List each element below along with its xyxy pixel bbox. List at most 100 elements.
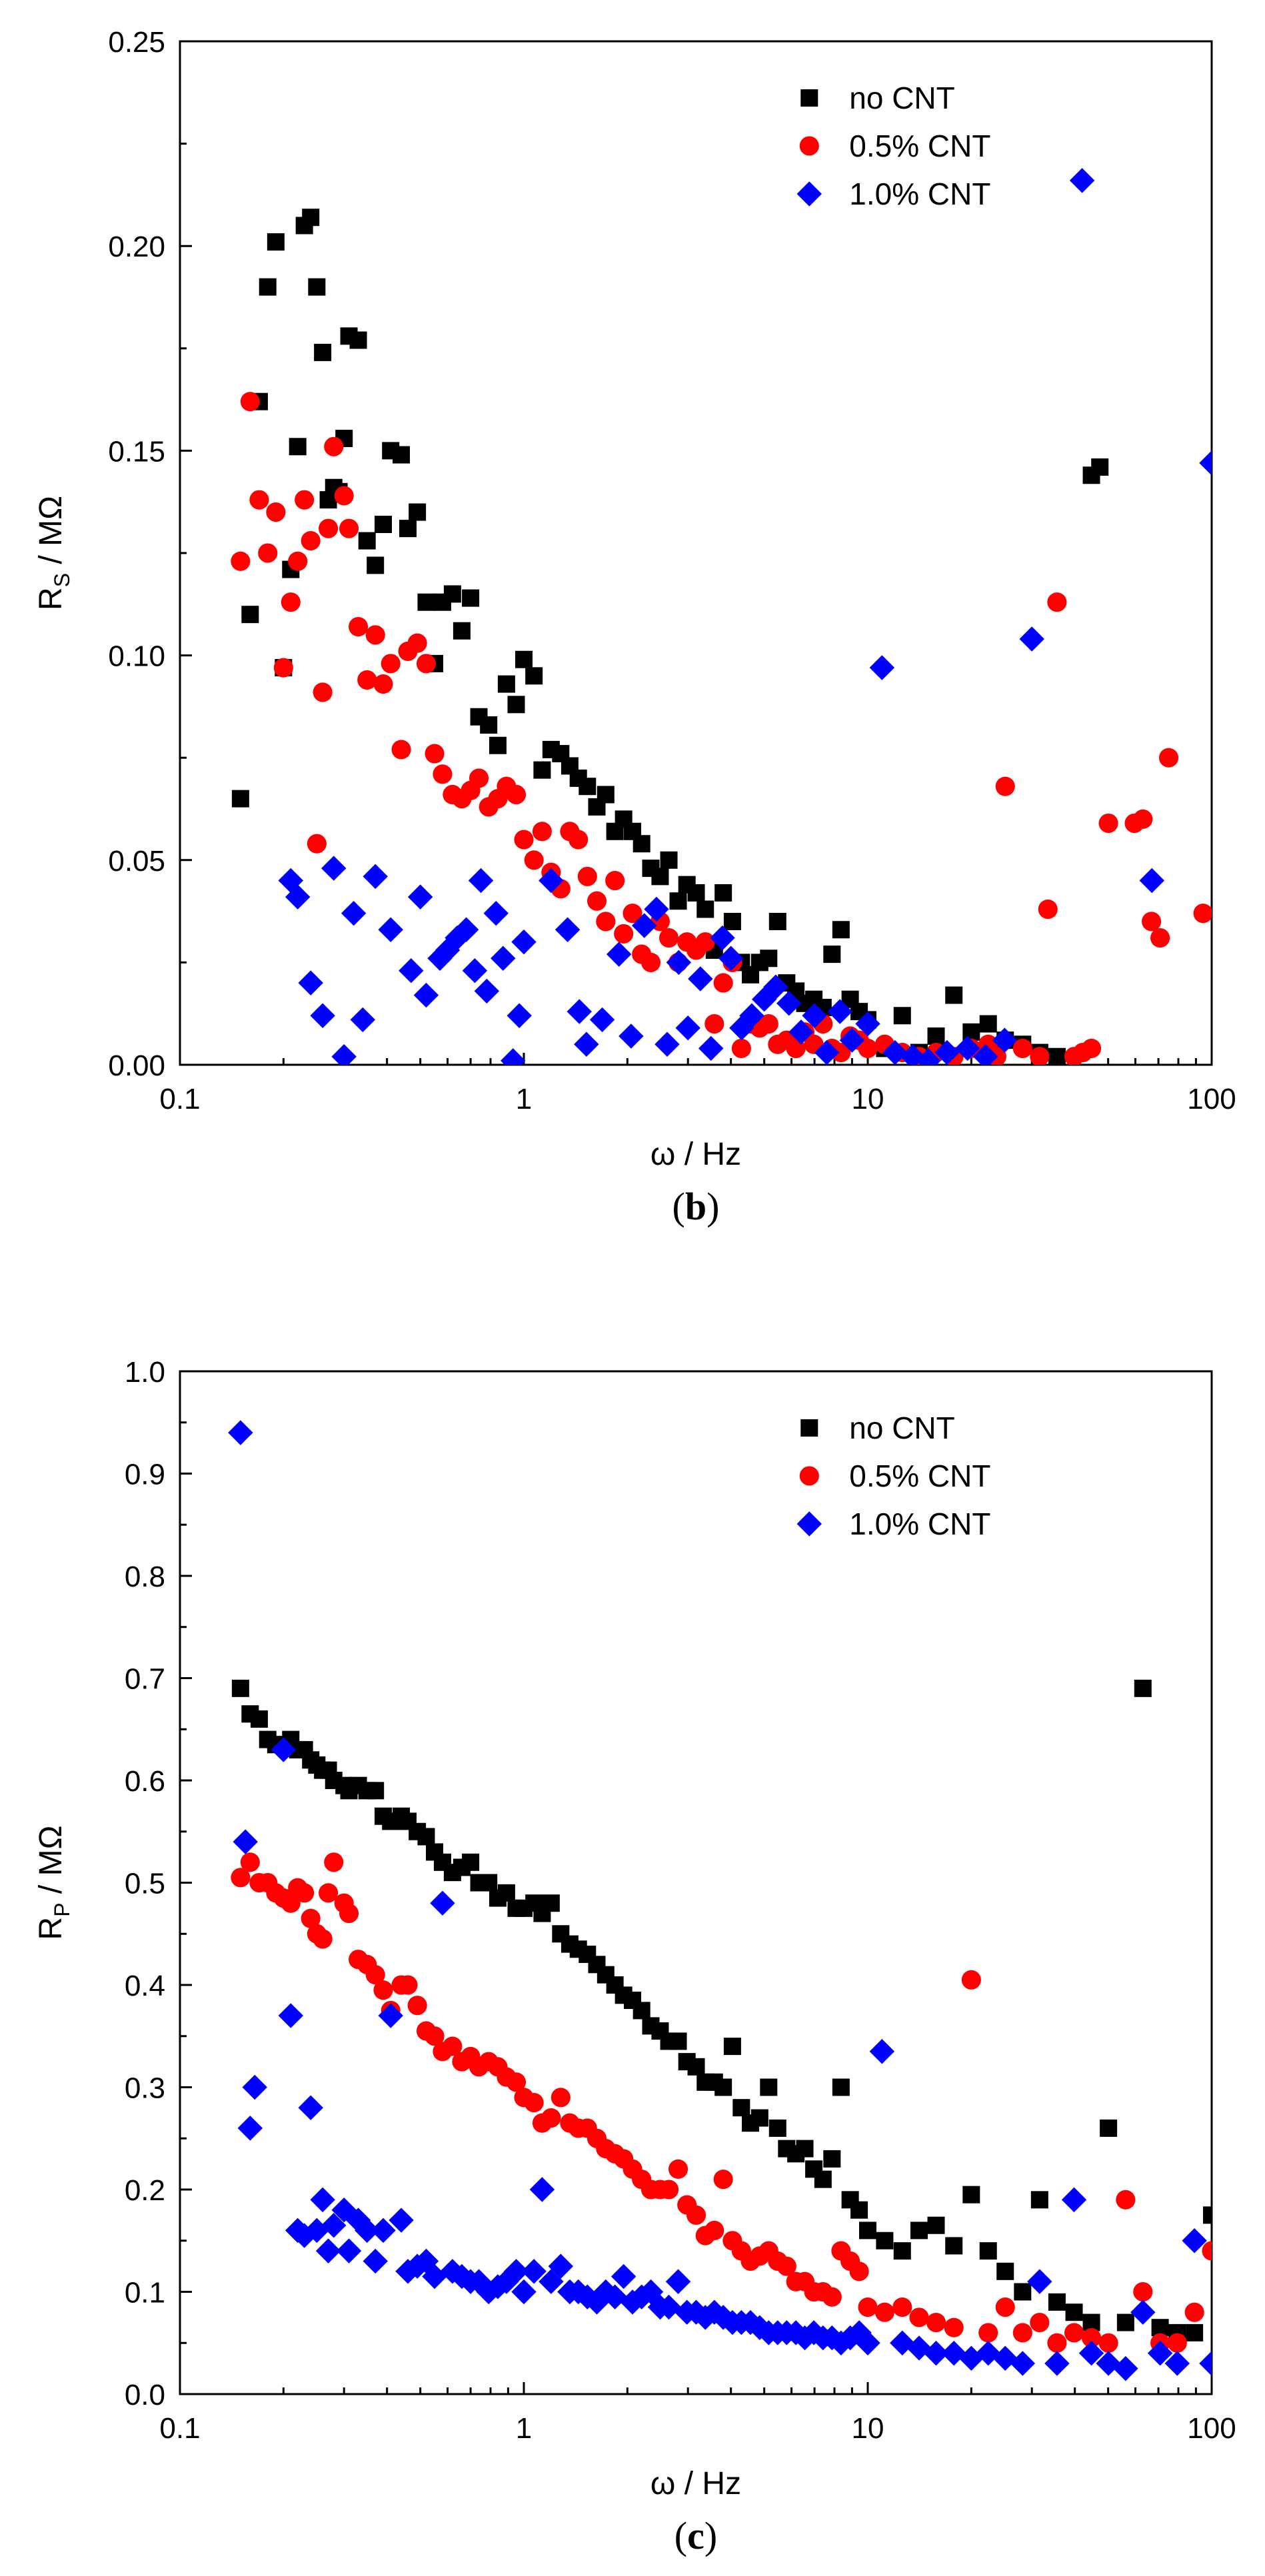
point-circle [569, 830, 589, 850]
point-square [399, 520, 417, 538]
point-square [632, 835, 650, 853]
chart-panel-c: 0.00.10.20.30.40.50.60.70.80.91.00.1 1 10 1… [33, 1356, 1236, 2557]
point-diamond [602, 2284, 628, 2309]
point-diamond [1019, 626, 1044, 652]
point-diamond [1078, 2340, 1104, 2366]
point-square [768, 912, 786, 930]
point-diamond [539, 868, 564, 894]
x-tick-label: 1 [516, 1083, 532, 1115]
chart-panel-b: 0.00 0.05 0.10 0.15 0.20 0.25 0.1 1 10 100 ω / Hz R… [33, 26, 1236, 1228]
point-square [1014, 2283, 1032, 2301]
point-circle [551, 2088, 571, 2108]
point-circle [704, 2220, 724, 2240]
point-diamond [413, 2248, 439, 2274]
point-circle [425, 2026, 445, 2046]
point-square [259, 278, 277, 296]
data-points [228, 1420, 1212, 2381]
x-tick-label: 100 [1187, 2412, 1236, 2445]
point-circle [339, 518, 359, 538]
point-diamond [611, 2263, 636, 2289]
point-circle [231, 1868, 251, 1888]
y-tick-label: 0.5 [125, 1868, 165, 1900]
point-square [796, 2140, 814, 2158]
point-square [750, 2109, 768, 2127]
point-circle [266, 502, 286, 522]
point-square [687, 2058, 705, 2076]
point-circle [506, 2072, 527, 2092]
point-diamond [310, 1003, 335, 1028]
point-circle [1047, 592, 1067, 612]
point-diamond [278, 2003, 303, 2028]
point-diamond [529, 2177, 555, 2202]
point-circle [695, 932, 715, 952]
point-square [832, 921, 850, 939]
point-diamond [466, 2269, 492, 2294]
point-diamond [285, 884, 311, 910]
point-circle [1098, 2333, 1118, 2353]
point-diamond [363, 2248, 388, 2274]
point-circle [658, 928, 679, 948]
point-circle [1081, 2328, 1102, 2348]
point-square [497, 1884, 515, 1902]
point-square [250, 1710, 268, 1728]
point-diamond [298, 970, 323, 995]
point-diamond [751, 986, 777, 1012]
point-square [927, 2216, 945, 2234]
point-square [507, 696, 525, 714]
point-diamond [992, 1027, 1018, 1053]
point-diamond [413, 982, 439, 1008]
point-diamond [483, 900, 509, 926]
point-diamond [468, 868, 494, 894]
point-circle [324, 436, 344, 456]
point-square [267, 233, 285, 251]
point-circle [1098, 813, 1118, 834]
point-circle [926, 2312, 946, 2333]
y-tick-label: 0.8 [125, 1561, 165, 1593]
point-square [823, 946, 841, 964]
point-diamond [574, 1031, 599, 1057]
point-diamond [321, 856, 347, 881]
point-square [893, 1007, 911, 1025]
point-square [533, 761, 551, 779]
y-tick-label: 0.25 [108, 26, 165, 59]
point-diamond [665, 2269, 691, 2294]
x-tick-label: 100 [1187, 1083, 1236, 1115]
point-square [850, 2201, 868, 2219]
point-circle [231, 551, 251, 571]
point-circle [334, 486, 354, 506]
point-square [462, 1853, 480, 1871]
point-circle [524, 2092, 544, 2113]
point-diamond [315, 2238, 341, 2263]
point-circle [313, 1929, 333, 1949]
point-square [308, 278, 326, 296]
point-circle [909, 2307, 929, 2327]
point-circle [758, 1014, 778, 1034]
point-diamond [237, 2116, 263, 2141]
point-circle [295, 490, 315, 510]
point-circle [776, 2256, 796, 2276]
point-diamond [606, 942, 632, 967]
point-circle [240, 392, 260, 412]
point-square [687, 884, 705, 902]
point-square [374, 515, 392, 533]
panel-caption: (c) [674, 2514, 717, 2557]
y-axis-label: RP / MΩ [33, 1826, 74, 1940]
x-axis-label: ω / Hz [650, 2466, 741, 2501]
point-circle [532, 822, 552, 842]
point-circle [1081, 1038, 1102, 1058]
point-square [979, 2242, 997, 2260]
point-diamond [363, 864, 388, 890]
point-diamond [739, 1003, 764, 1028]
point-diamond [503, 2259, 529, 2284]
y-tick-label: 0.1 [125, 2277, 165, 2309]
point-square [823, 2150, 841, 2168]
point-square [732, 2099, 750, 2117]
point-diamond [395, 2259, 421, 2284]
point-circle [1116, 2190, 1136, 2210]
point-diamond [430, 1890, 455, 1916]
legend: no CNT 0.5% CNT 1.0% CNT [796, 1411, 990, 1541]
legend: no CNT 0.5% CNT 1.0% CNT [796, 81, 990, 211]
y-tick-label: 0.3 [125, 2072, 165, 2105]
x-tick-label: 1 [516, 2412, 532, 2445]
